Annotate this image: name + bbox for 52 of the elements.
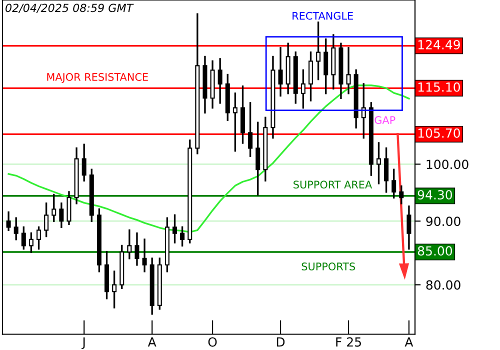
y-tick-label: 80.00 <box>426 280 460 290</box>
candlestick <box>324 38 328 94</box>
annotation: GAP <box>374 116 396 124</box>
candlestick <box>14 217 18 240</box>
ref-line-label: 115.10 <box>418 82 460 92</box>
x-tick-label: O <box>208 337 217 347</box>
candlestick <box>300 69 306 109</box>
candlestick <box>82 144 86 182</box>
candlestick <box>346 47 351 94</box>
candlestick <box>248 102 253 157</box>
x-tick-label: A <box>404 337 414 347</box>
candlestick <box>376 142 381 184</box>
candlestick <box>28 232 34 253</box>
candlestick <box>127 229 132 260</box>
candlestick <box>392 168 396 198</box>
ref-line-label: 94.30 <box>418 190 452 200</box>
candlestick <box>6 211 11 232</box>
x-tick-label: A <box>148 337 156 347</box>
annotation: SUPPORTS <box>302 262 356 270</box>
candlestick <box>218 58 222 104</box>
candlestick <box>52 194 56 222</box>
x-tick-label: J <box>82 337 85 350</box>
candlestick <box>21 226 26 250</box>
y-tick-label: 100.00 <box>426 160 468 170</box>
candlestick <box>172 214 178 244</box>
ref-line-label: 105.70 <box>418 128 460 138</box>
candlestick <box>406 205 412 250</box>
candlestick <box>44 202 49 238</box>
candlestick <box>256 122 260 196</box>
candlestick <box>232 92 238 152</box>
candlestick <box>66 191 72 225</box>
candlestick <box>59 202 64 228</box>
x-tick-label: F 25 <box>336 337 361 347</box>
candlestick <box>308 51 313 102</box>
candlestick <box>384 147 389 193</box>
candlestick <box>134 232 140 266</box>
ref-line-label: 85.00 <box>418 246 452 256</box>
annotation: 02/04/2025 08:59 GMT <box>6 4 134 13</box>
candlestick <box>180 226 185 247</box>
candlestick <box>316 22 321 80</box>
candlestick <box>112 270 117 308</box>
candlestick <box>278 47 283 97</box>
annotation: RECTANGLE <box>292 12 353 20</box>
y-tick-label: 90.00 <box>426 216 460 226</box>
x-tick-label: D <box>276 337 285 347</box>
candlestick <box>142 238 147 272</box>
annotation: SUPPORT AREA <box>294 180 372 189</box>
annotation: MAJOR RESISTANCE <box>47 73 148 83</box>
line-series <box>8 84 410 233</box>
candlestick <box>399 185 404 204</box>
candlestick <box>36 226 42 250</box>
ref-line-label: 124.49 <box>418 40 460 50</box>
